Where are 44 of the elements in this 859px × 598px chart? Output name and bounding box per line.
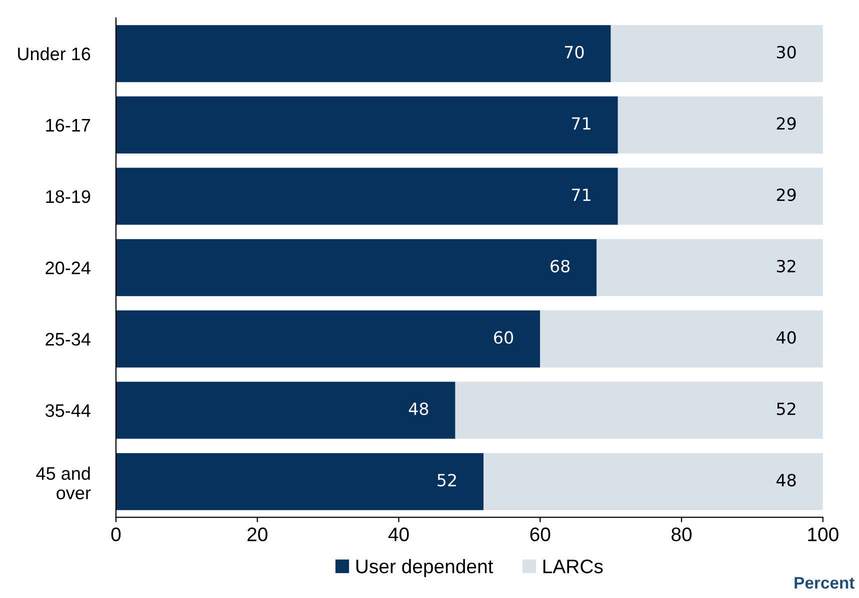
data-label: 48 (776, 474, 796, 486)
bar (618, 168, 823, 225)
y-tick-label: 35-44 (45, 404, 90, 417)
y-tick-label: 18-19 (46, 190, 90, 203)
data-label: 32 (776, 260, 796, 272)
bar (116, 96, 618, 154)
x-tick-label: 80 (672, 528, 692, 542)
bar (540, 310, 823, 368)
bar (116, 453, 484, 510)
x-tick-label: 40 (388, 528, 409, 542)
x-tick-label: 60 (530, 528, 550, 542)
bar (116, 382, 456, 439)
bar (116, 25, 611, 82)
legend-label: User dependent (356, 559, 494, 578)
bar (610, 25, 823, 82)
y-tick-label: 20-24 (46, 262, 90, 274)
data-label: 52 (776, 402, 796, 416)
bar (116, 168, 618, 225)
bar (484, 453, 823, 510)
data-label: 29 (776, 188, 796, 202)
y-tick-label: Under 16 (18, 47, 90, 60)
legend-label: LARCs (543, 560, 603, 574)
data-label: 71 (572, 117, 590, 130)
data-label: 71 (572, 188, 590, 201)
data-label: 40 (776, 331, 796, 344)
y-tick-label: 25-34 (46, 332, 90, 346)
bar (455, 382, 823, 439)
x-axis-title: Percent (794, 577, 855, 589)
bar (618, 96, 823, 154)
y-tick-label: 16-17 (46, 118, 90, 132)
data-label: 29 (776, 117, 796, 130)
x-tick-label: 20 (248, 528, 268, 542)
data-label: 70 (564, 46, 584, 58)
x-tick-label: 0 (111, 528, 121, 542)
bar (596, 239, 823, 296)
data-label: 30 (776, 46, 796, 58)
x-tick-label: 100 (808, 528, 838, 542)
data-label: 60 (494, 331, 514, 344)
bar (116, 310, 540, 368)
data-label: 68 (550, 260, 570, 272)
data-label: 52 (438, 474, 456, 486)
bar (116, 239, 597, 296)
y-tick-label: 45 and over (36, 466, 91, 500)
data-label: 48 (408, 402, 428, 416)
